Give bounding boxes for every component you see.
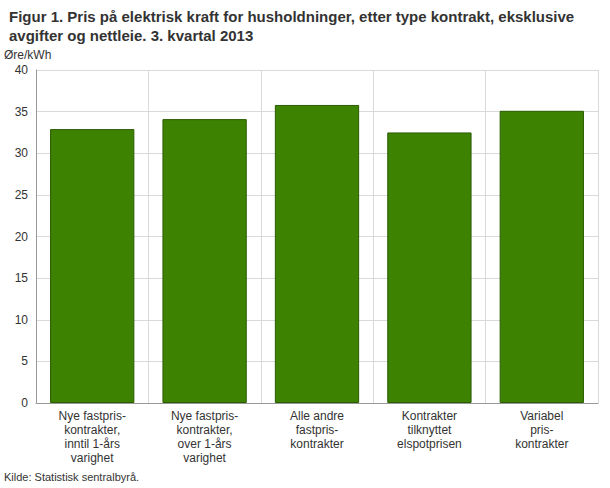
- svg-text:0: 0: [21, 396, 28, 410]
- svg-text:30: 30: [15, 146, 29, 160]
- svg-text:Kontrakter: Kontrakter: [402, 409, 457, 423]
- svg-text:kontrakter: kontrakter: [290, 437, 343, 451]
- svg-text:35: 35: [15, 105, 29, 119]
- svg-text:25: 25: [15, 188, 29, 202]
- svg-text:kontrakter,: kontrakter,: [177, 423, 233, 437]
- svg-text:Nye fastpris-: Nye fastpris-: [59, 409, 126, 423]
- svg-text:over 1-års: over 1-års: [178, 437, 232, 451]
- svg-text:Figur 1. Pris på elektrisk kra: Figur 1. Pris på elektrisk kraft for hus…: [9, 8, 578, 25]
- svg-text:kontrakter: kontrakter: [515, 437, 568, 451]
- svg-text:varighet: varighet: [71, 451, 114, 465]
- svg-text:fastpris-: fastpris-: [296, 423, 339, 437]
- svg-text:pris-: pris-: [530, 423, 553, 437]
- svg-text:15: 15: [15, 271, 29, 285]
- svg-text:Kilde: Statistisk sentralbyrå.: Kilde: Statistisk sentralbyrå.: [4, 471, 139, 483]
- svg-text:avgifter og nettleie. 3. kvart: avgifter og nettleie. 3. kvartal 2013: [9, 27, 253, 44]
- svg-text:5: 5: [21, 354, 28, 368]
- svg-text:Variabel: Variabel: [520, 409, 563, 423]
- svg-text:Nye fastpris-: Nye fastpris-: [171, 409, 238, 423]
- svg-text:elspotprisen: elspotprisen: [397, 437, 462, 451]
- svg-text:40: 40: [15, 63, 29, 77]
- svg-text:Øre/kWh: Øre/kWh: [4, 48, 51, 62]
- svg-text:20: 20: [15, 230, 29, 244]
- svg-text:kontrakter,: kontrakter,: [64, 423, 120, 437]
- svg-text:tilknyttet: tilknyttet: [407, 423, 452, 437]
- svg-text:varighet: varighet: [183, 451, 226, 465]
- svg-text:10: 10: [15, 313, 29, 327]
- svg-text:Alle andre: Alle andre: [290, 409, 344, 423]
- svg-text:inntil 1-års: inntil 1-års: [65, 437, 120, 451]
